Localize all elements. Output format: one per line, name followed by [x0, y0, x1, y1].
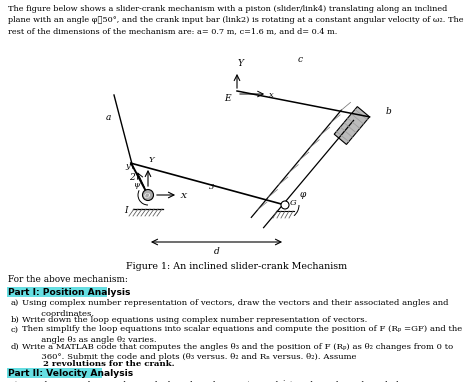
Text: Part I: Position Analysis: Part I: Position Analysis [8, 288, 130, 297]
Circle shape [281, 201, 289, 209]
Text: b: b [385, 107, 391, 117]
Text: Figure 1: An inclined slider-crank Mechanism: Figure 1: An inclined slider-crank Mecha… [127, 262, 347, 271]
FancyBboxPatch shape [7, 287, 107, 296]
Text: a: a [105, 113, 111, 123]
Text: d: d [214, 247, 219, 256]
Text: The figure below shows a slider-crank mechanism with a piston (slider/link4) tra: The figure below shows a slider-crank me… [8, 5, 464, 35]
Text: 2: 2 [129, 173, 135, 182]
Text: b): b) [11, 316, 20, 324]
Text: E: E [224, 94, 231, 103]
Circle shape [143, 189, 154, 201]
Text: I: I [124, 206, 128, 215]
Text: 3: 3 [210, 183, 215, 191]
Text: G: G [290, 199, 297, 207]
Text: For the above mechanism:: For the above mechanism: [8, 275, 128, 284]
FancyBboxPatch shape [7, 368, 102, 378]
Text: y': y' [125, 162, 132, 170]
Text: a): a) [11, 299, 19, 307]
Text: Write down the loop equations using complex number representation of vectors.: Write down the loop equations using comp… [22, 316, 367, 324]
Text: c): c) [11, 325, 19, 333]
Text: Using complex number representation of vectors, draw the vectors and their assoc: Using complex number representation of v… [22, 299, 448, 318]
Text: 2 revolutions for the crank.: 2 revolutions for the crank. [22, 359, 174, 367]
Polygon shape [334, 107, 370, 144]
Text: d): d) [11, 343, 20, 351]
Text: Y: Y [149, 156, 155, 164]
Text: e): e) [11, 380, 19, 382]
Text: Part II: Velocity Analysis: Part II: Velocity Analysis [8, 369, 133, 379]
Text: x: x [269, 91, 274, 99]
Text: Y: Y [238, 59, 244, 68]
Text: Then simplify the loop equations into scalar equations and compute the position : Then simplify the loop equations into sc… [22, 325, 462, 344]
Text: Use the same above code to calculate the velocities (ω₃ and Ṗₚ): Submit the code: Use the same above code to calculate the… [22, 380, 461, 382]
Text: O: O [144, 192, 150, 200]
Text: X: X [181, 192, 187, 200]
Text: Write a MATLAB code that computes the angles θ₃ and the position of F (Rₚ) as θ₂: Write a MATLAB code that computes the an… [22, 343, 453, 361]
Text: c: c [298, 55, 302, 65]
Text: φ: φ [300, 190, 306, 199]
Text: ψ: ψ [134, 181, 140, 189]
